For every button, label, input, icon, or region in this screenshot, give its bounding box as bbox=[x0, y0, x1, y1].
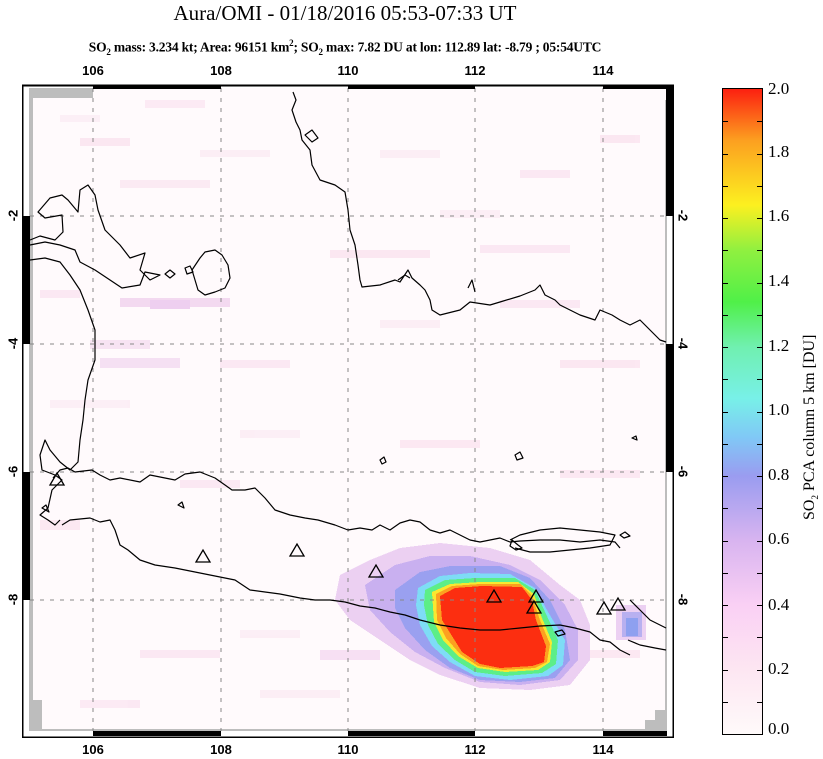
lon-label-bottom-108: 108 bbox=[210, 742, 232, 757]
graticule bbox=[30, 88, 666, 731]
colorbar-tick-0.0: 0.0 bbox=[768, 719, 790, 738]
frame-scale-bars bbox=[22, 85, 673, 736]
lat-label-right--6: -6 bbox=[675, 465, 691, 478]
colorbar-tick-1.6: 1.6 bbox=[768, 206, 790, 225]
lat-label-right--8: -8 bbox=[675, 593, 691, 606]
colorbar bbox=[722, 88, 763, 735]
lon-label-bottom-106: 106 bbox=[82, 742, 104, 757]
colorbar-tick-2.0: 2.0 bbox=[768, 79, 790, 98]
map-subtitle: SO2 mass: 3.234 kt; Area: 96151 km2; SO2… bbox=[88, 38, 602, 58]
lat-label-right--2: -2 bbox=[675, 209, 691, 222]
colorbar-tick-0.8: 0.8 bbox=[768, 465, 790, 484]
lat-label-left--2: -2 bbox=[5, 209, 21, 222]
colorbar-tick-1.8: 1.8 bbox=[768, 142, 790, 161]
lon-label-top-114: 114 bbox=[592, 63, 614, 78]
colorbar-tick-1.2: 1.2 bbox=[768, 336, 790, 355]
lon-label-top-108: 108 bbox=[210, 63, 232, 78]
lon-label-top-110: 110 bbox=[337, 63, 359, 78]
lon-label-bottom-114: 114 bbox=[592, 742, 614, 757]
lon-label-bottom-110: 110 bbox=[337, 742, 359, 757]
so2-map bbox=[21, 82, 675, 739]
lon-label-top-112: 112 bbox=[464, 63, 486, 78]
lon-label-top-106: 106 bbox=[82, 63, 104, 78]
colorbar-label: SO2 PCA column 5 km [DU] bbox=[801, 334, 821, 520]
colorbar-tick-1.4: 1.4 bbox=[768, 271, 790, 290]
colorbar-tick-0.6: 0.6 bbox=[768, 529, 790, 548]
lat-label-left--4: -4 bbox=[5, 337, 21, 350]
volcano-markers bbox=[48, 471, 627, 615]
coastlines bbox=[29, 91, 667, 656]
colorbar-tick-0.2: 0.2 bbox=[768, 659, 790, 678]
lat-label-right--4: -4 bbox=[675, 337, 691, 350]
colorbar-tick-0.4: 0.4 bbox=[768, 595, 790, 614]
colorbar-tick-1.0: 1.0 bbox=[768, 400, 790, 419]
lat-label-left--8: -8 bbox=[5, 593, 21, 606]
background-noise bbox=[40, 100, 640, 708]
lon-label-bottom-112: 112 bbox=[464, 742, 486, 757]
so2-plume bbox=[335, 543, 590, 690]
map-title: Aura/OMI - 01/18/2016 05:53-07:33 UT bbox=[173, 1, 517, 25]
lat-label-left--6: -6 bbox=[5, 465, 21, 478]
